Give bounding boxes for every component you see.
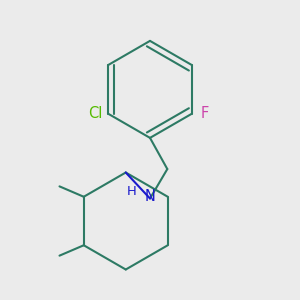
Text: H: H	[127, 185, 137, 198]
Text: N: N	[145, 189, 155, 204]
Text: F: F	[201, 106, 209, 121]
Text: Cl: Cl	[88, 106, 102, 121]
